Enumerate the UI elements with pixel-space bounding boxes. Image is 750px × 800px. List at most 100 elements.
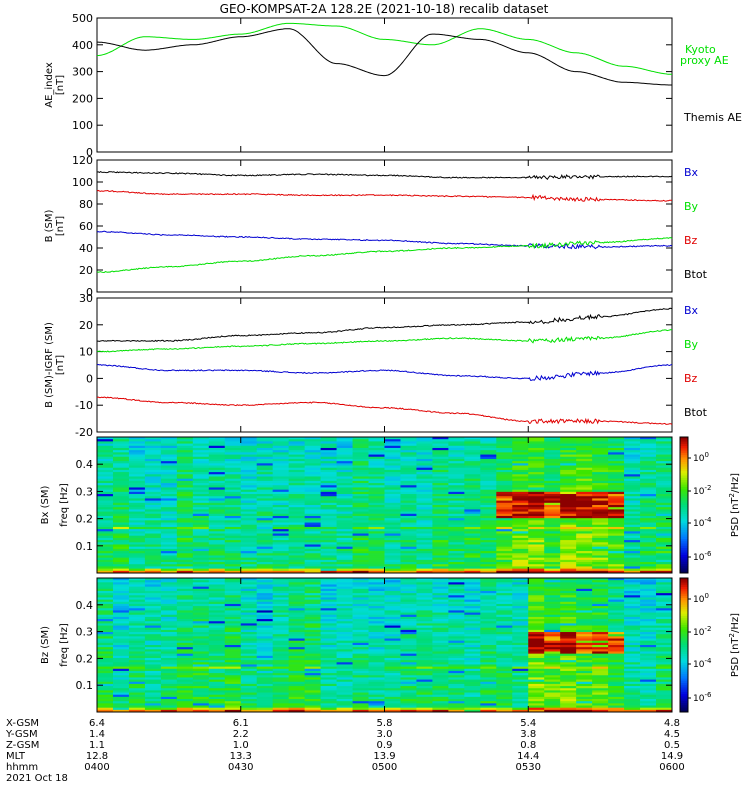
psd-cell xyxy=(128,529,146,532)
psd-cell xyxy=(304,610,322,613)
psd-cell xyxy=(608,636,625,639)
psd-cell xyxy=(608,472,625,475)
psd-cell xyxy=(256,703,274,706)
psd-cell xyxy=(544,621,561,624)
psd-cell xyxy=(224,469,242,473)
psd-cell xyxy=(464,445,481,449)
psd-cell xyxy=(480,588,497,592)
psd-cell xyxy=(320,588,337,592)
psd-cell xyxy=(496,638,513,642)
psd-cell xyxy=(640,520,657,523)
psd-cell xyxy=(560,660,577,663)
psd-cell xyxy=(416,443,433,447)
psd-cell xyxy=(624,540,641,543)
psd-cell xyxy=(640,498,657,502)
psd-cell xyxy=(592,686,609,689)
psd-cell xyxy=(288,694,306,698)
psd-cell xyxy=(368,469,385,473)
psd-cell xyxy=(592,546,609,550)
psd-cell xyxy=(256,670,274,674)
psd-cell xyxy=(400,515,417,519)
psd-cell xyxy=(528,487,545,491)
psd-cell xyxy=(528,570,545,574)
psd-cell xyxy=(416,599,433,603)
psd-cell xyxy=(97,640,114,644)
psd-cell xyxy=(400,664,417,668)
psd-cell xyxy=(256,456,274,460)
psd-cell xyxy=(592,524,609,528)
psd-cell xyxy=(97,443,114,447)
psd-cell xyxy=(176,522,194,526)
psd-cell xyxy=(144,681,162,685)
psd-cell xyxy=(512,542,529,545)
psd-cell xyxy=(272,535,290,539)
psd-cell xyxy=(448,485,465,488)
psd-cell xyxy=(97,478,114,482)
psd-cell xyxy=(592,557,609,561)
psd-cell xyxy=(544,692,561,696)
psd-cell xyxy=(560,474,577,477)
psd-cell xyxy=(496,458,513,462)
psd-cell xyxy=(208,498,226,502)
psd-cell xyxy=(240,636,258,639)
psd-cell xyxy=(624,535,641,539)
psd-cell xyxy=(192,629,210,633)
psd-cell xyxy=(448,546,465,550)
psd-cell xyxy=(320,480,337,484)
psd-cell xyxy=(464,559,481,563)
psd-cell xyxy=(496,531,513,534)
psd-cell xyxy=(176,696,194,700)
psd-cell xyxy=(384,616,401,620)
psd-cell xyxy=(480,520,497,523)
psd-cell xyxy=(448,677,465,680)
psd-cell xyxy=(608,696,625,700)
psd-cell xyxy=(528,546,545,550)
psd-cell xyxy=(432,584,449,588)
psd-cell xyxy=(352,703,369,706)
psd-cell xyxy=(400,580,417,583)
psd-cell xyxy=(320,705,337,709)
psd-cell xyxy=(272,699,290,702)
psd-cell xyxy=(480,564,497,567)
psd-cell xyxy=(608,692,625,696)
series-line-themis-ae xyxy=(97,28,672,86)
psd-cell xyxy=(144,636,162,639)
psd-cell xyxy=(384,666,401,670)
psd-cell xyxy=(464,664,481,668)
psd-cell xyxy=(160,634,178,637)
psd-cell xyxy=(560,500,577,504)
psd-cell xyxy=(400,542,417,545)
psd-cell xyxy=(640,491,657,495)
psd-cell xyxy=(480,483,497,486)
psd-cell xyxy=(576,476,593,480)
psd-cell xyxy=(336,692,353,696)
psd-cell xyxy=(496,603,513,607)
psd-cell xyxy=(432,535,449,539)
psd-cell xyxy=(544,502,561,506)
psd-cell xyxy=(480,670,497,674)
psd-cell xyxy=(496,472,513,475)
psd-cell xyxy=(304,681,322,685)
psd-cell xyxy=(240,597,258,601)
psd-cell xyxy=(544,681,561,685)
psd-cell xyxy=(416,664,433,668)
psd-cell xyxy=(432,627,449,631)
psd-cell xyxy=(384,548,401,552)
psd-cell xyxy=(656,707,673,711)
psd-cell xyxy=(192,705,210,709)
psd-cell xyxy=(656,489,673,493)
psd-cell xyxy=(336,566,353,570)
psd-cell xyxy=(336,553,353,556)
psd-cell xyxy=(400,603,417,607)
psd-cell xyxy=(320,537,337,541)
psd-cell xyxy=(128,655,146,659)
psd-cell xyxy=(592,699,609,702)
psd-cell xyxy=(544,612,561,616)
psd-cell xyxy=(512,705,529,709)
colorbar-band xyxy=(680,678,688,682)
psd-cell xyxy=(128,701,146,704)
psd-cell xyxy=(400,595,417,598)
psd-cell xyxy=(208,692,226,696)
psd-cell xyxy=(272,677,290,680)
psd-cell xyxy=(256,458,274,462)
